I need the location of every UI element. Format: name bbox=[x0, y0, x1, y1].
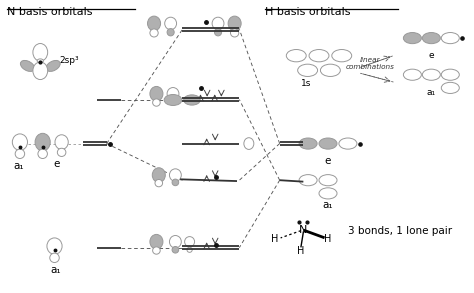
Ellipse shape bbox=[150, 234, 163, 249]
Ellipse shape bbox=[37, 59, 44, 63]
Text: linear
combinations: linear combinations bbox=[345, 57, 394, 70]
Ellipse shape bbox=[164, 17, 176, 30]
Text: e: e bbox=[54, 159, 60, 169]
Ellipse shape bbox=[169, 169, 181, 181]
Ellipse shape bbox=[212, 17, 224, 30]
Ellipse shape bbox=[46, 60, 60, 71]
Ellipse shape bbox=[169, 236, 181, 248]
Ellipse shape bbox=[152, 168, 165, 182]
Ellipse shape bbox=[15, 149, 25, 159]
Circle shape bbox=[299, 138, 317, 149]
Ellipse shape bbox=[230, 29, 239, 37]
Ellipse shape bbox=[155, 179, 163, 187]
Text: 2sp³: 2sp³ bbox=[59, 56, 79, 64]
Circle shape bbox=[332, 50, 352, 62]
Circle shape bbox=[403, 69, 421, 80]
Ellipse shape bbox=[153, 99, 160, 106]
Text: N: N bbox=[299, 225, 308, 235]
Circle shape bbox=[298, 64, 318, 76]
Ellipse shape bbox=[35, 133, 50, 151]
Ellipse shape bbox=[167, 28, 174, 36]
Ellipse shape bbox=[33, 62, 48, 79]
Ellipse shape bbox=[20, 60, 35, 71]
Text: N basis orbitals: N basis orbitals bbox=[7, 7, 92, 17]
Text: e: e bbox=[428, 51, 434, 59]
Circle shape bbox=[183, 95, 200, 105]
Text: 3 bonds, 1 lone pair: 3 bonds, 1 lone pair bbox=[348, 226, 453, 236]
Text: H: H bbox=[297, 246, 305, 255]
Circle shape bbox=[441, 82, 459, 93]
Ellipse shape bbox=[244, 138, 254, 149]
Circle shape bbox=[339, 138, 357, 149]
Text: H: H bbox=[324, 234, 332, 244]
Ellipse shape bbox=[12, 134, 27, 150]
Text: H: H bbox=[271, 234, 279, 244]
Ellipse shape bbox=[153, 247, 160, 254]
Text: a₁: a₁ bbox=[427, 88, 436, 97]
Ellipse shape bbox=[167, 88, 179, 100]
Ellipse shape bbox=[47, 238, 62, 254]
Ellipse shape bbox=[170, 98, 176, 105]
Circle shape bbox=[441, 69, 459, 80]
Ellipse shape bbox=[172, 246, 179, 253]
Text: a₁: a₁ bbox=[323, 200, 333, 210]
Ellipse shape bbox=[185, 237, 195, 247]
Ellipse shape bbox=[150, 86, 163, 101]
Circle shape bbox=[320, 64, 340, 76]
Text: a₁: a₁ bbox=[51, 265, 61, 275]
Ellipse shape bbox=[33, 43, 48, 61]
Ellipse shape bbox=[38, 149, 47, 159]
Ellipse shape bbox=[57, 148, 66, 156]
Circle shape bbox=[422, 33, 440, 44]
Circle shape bbox=[309, 50, 329, 62]
Ellipse shape bbox=[150, 29, 158, 37]
Text: 1s: 1s bbox=[301, 79, 311, 88]
Circle shape bbox=[422, 69, 440, 80]
Text: e: e bbox=[325, 156, 331, 166]
Text: H basis orbitals: H basis orbitals bbox=[265, 7, 351, 17]
Ellipse shape bbox=[147, 16, 161, 31]
Ellipse shape bbox=[55, 135, 68, 149]
Circle shape bbox=[319, 175, 337, 186]
Circle shape bbox=[164, 94, 182, 105]
Ellipse shape bbox=[50, 253, 59, 263]
Circle shape bbox=[299, 175, 317, 186]
Ellipse shape bbox=[228, 16, 241, 31]
Text: a₁: a₁ bbox=[14, 161, 24, 171]
Ellipse shape bbox=[214, 28, 222, 36]
Circle shape bbox=[441, 33, 459, 44]
Ellipse shape bbox=[172, 179, 179, 186]
Circle shape bbox=[319, 188, 337, 199]
Circle shape bbox=[286, 50, 306, 62]
Ellipse shape bbox=[187, 247, 192, 252]
Circle shape bbox=[403, 33, 421, 44]
Circle shape bbox=[319, 138, 337, 149]
